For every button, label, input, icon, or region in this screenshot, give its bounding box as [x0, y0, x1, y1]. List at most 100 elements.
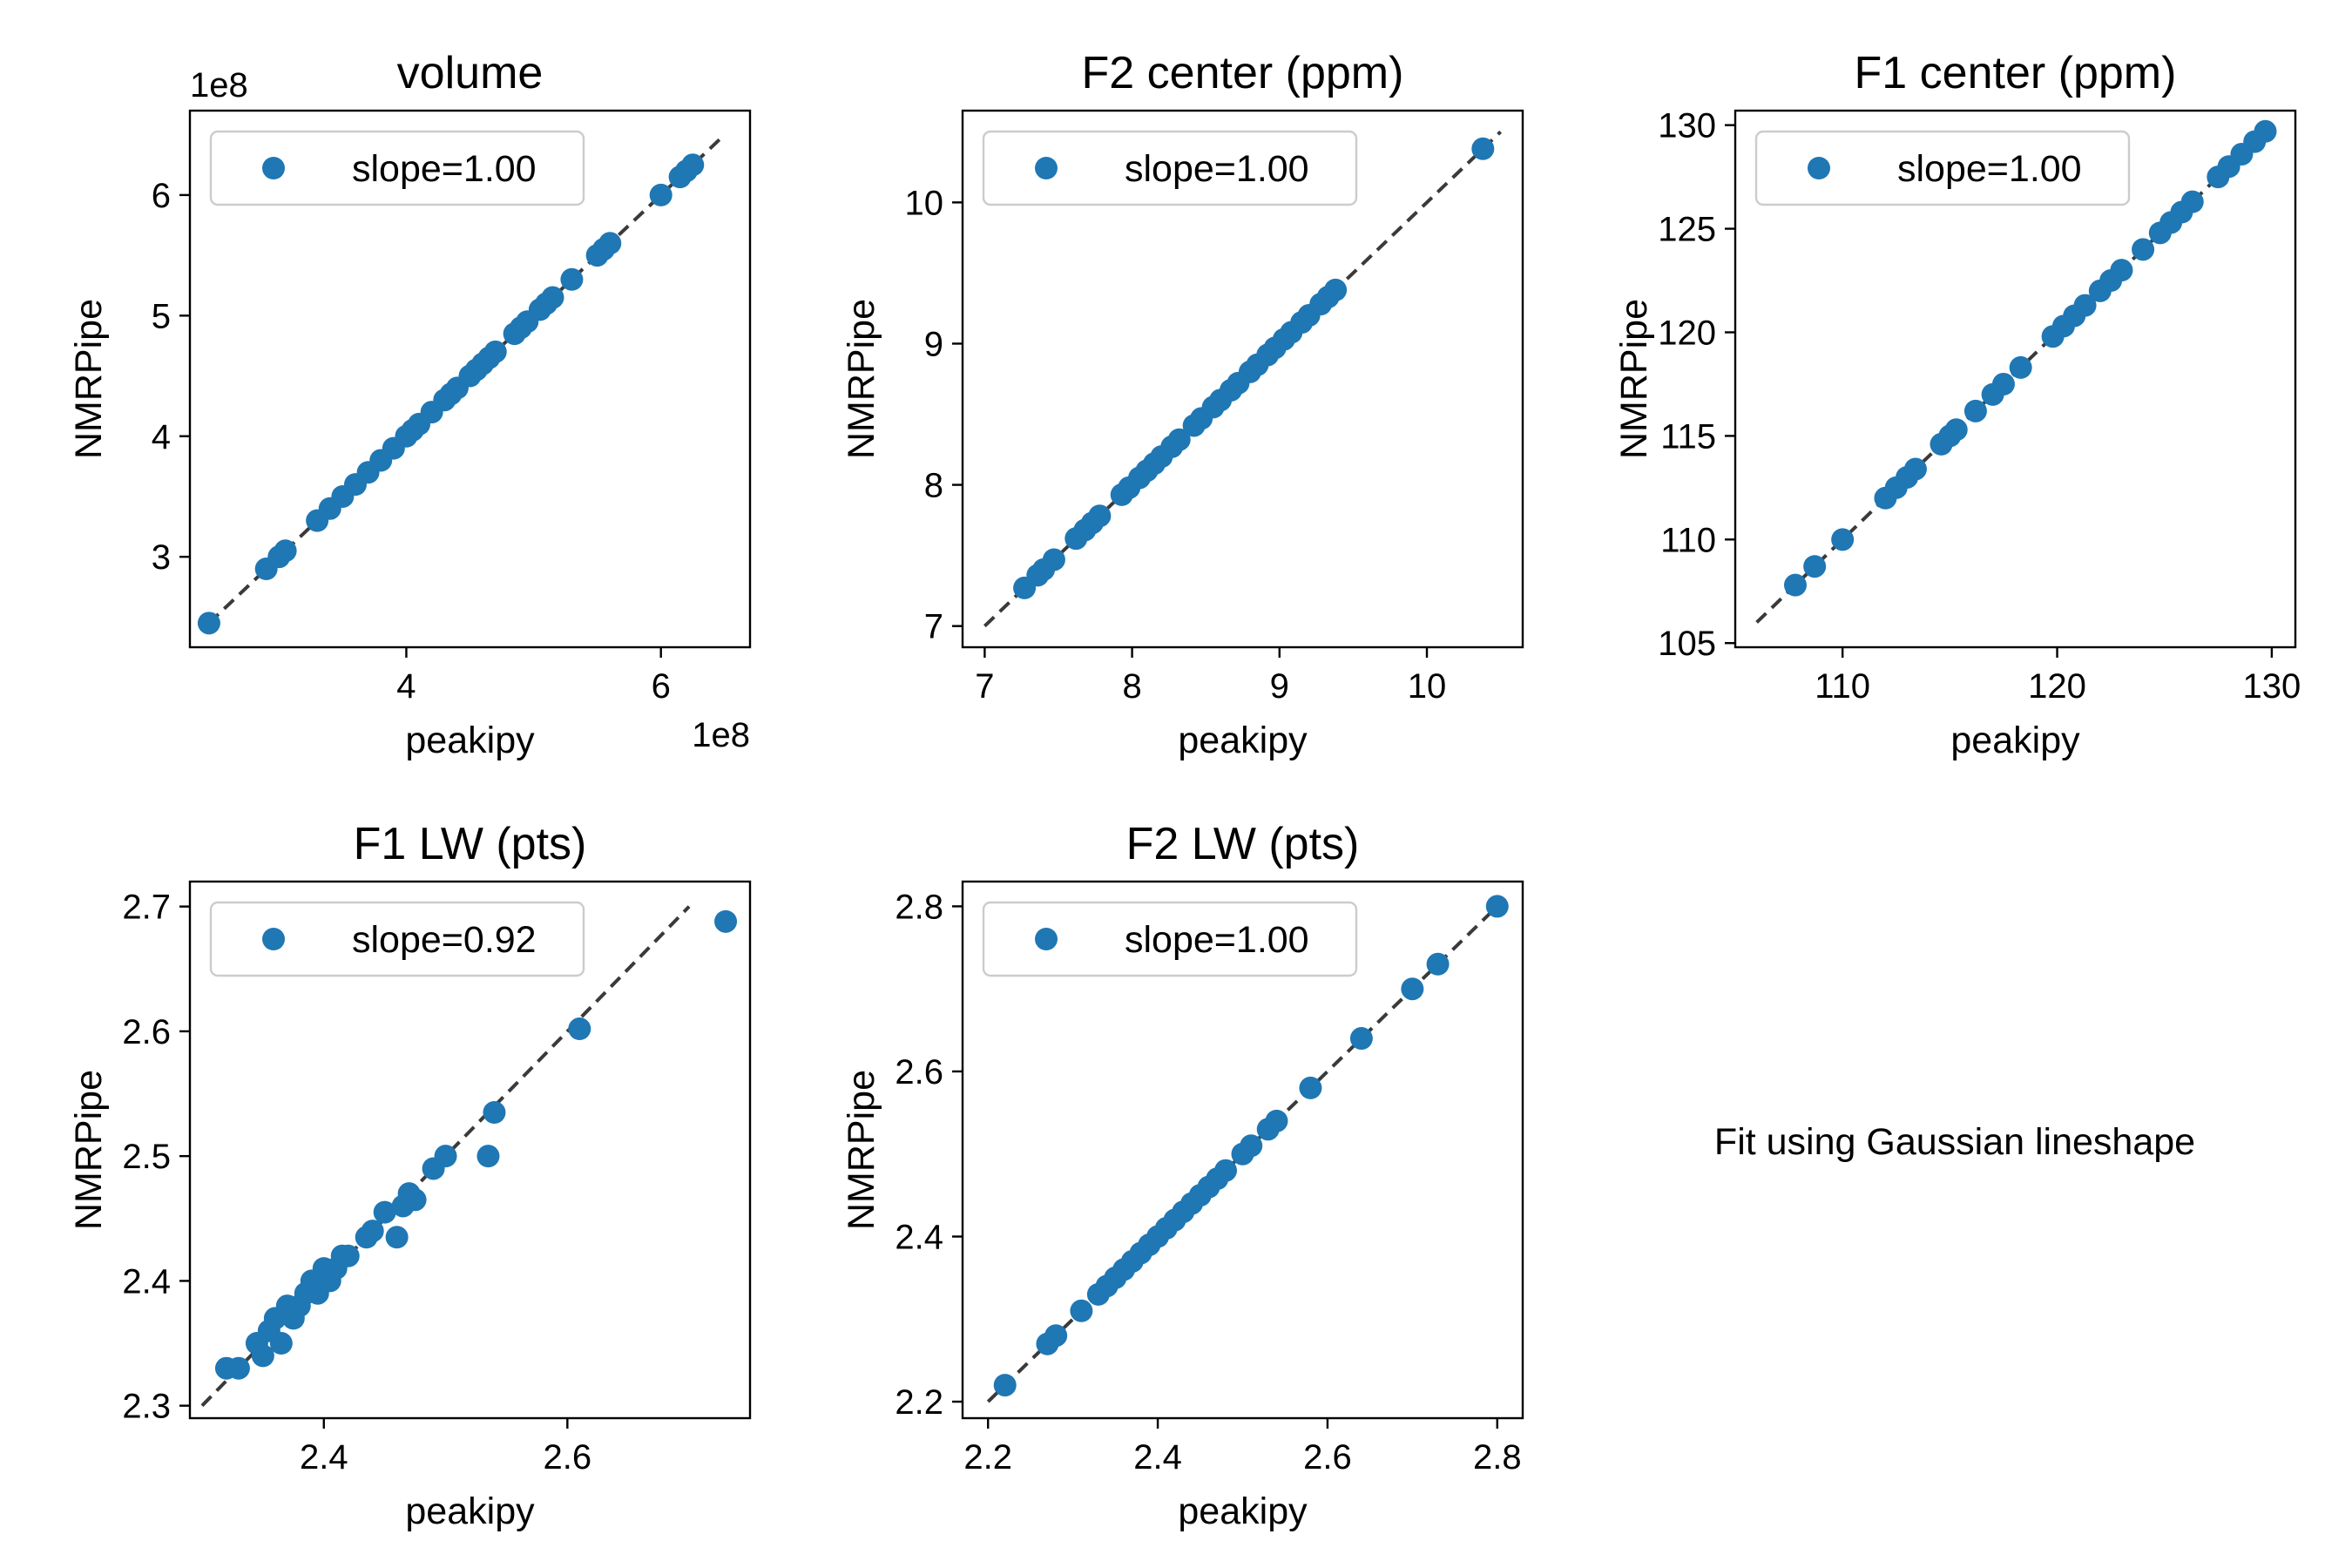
data-point: [541, 286, 564, 309]
x-tick-label: 2.4: [1133, 1438, 1182, 1477]
legend: slope=1.00: [982, 130, 1358, 206]
y-tick-label: 2.7: [122, 889, 171, 927]
data-point: [714, 909, 738, 933]
data-point: [226, 1356, 250, 1380]
x-tick-label: 2.4: [300, 1438, 348, 1477]
axes-frame: [961, 109, 1524, 649]
legend-marker: [262, 157, 285, 179]
x-tick-label: 130: [2243, 667, 2301, 706]
y-axis-label: NMRPipe: [68, 1070, 110, 1230]
figure-note: Fit using Gaussian lineshape: [1714, 1121, 2195, 1163]
y-offset-label: 1e8: [190, 66, 248, 105]
data-point: [2110, 259, 2133, 282]
legend-box: [209, 130, 585, 206]
data-point: [1265, 1109, 1288, 1132]
data-point: [197, 612, 220, 635]
legend-box: [982, 901, 1358, 977]
data-point: [483, 340, 507, 363]
data-point: [1963, 399, 1987, 422]
data-point: [1485, 895, 1509, 918]
panels-group: 4 6 3 4 5 6 volume peakipy NMRPipe 1e8 1e8 slope=1.…: [68, 48, 2301, 1532]
data-point: [2254, 119, 2277, 143]
legend-marker: [1808, 157, 1830, 179]
data-point: [1803, 555, 1827, 578]
x-tick-label: 2.8: [1473, 1438, 1522, 1477]
y-tick-label: 2.6: [895, 1053, 943, 1092]
data-point: [269, 1332, 293, 1355]
y-tick-label: 105: [1658, 625, 1716, 663]
x-tick-label: 2.6: [1303, 1438, 1352, 1477]
y-tick-label: 3: [152, 538, 171, 577]
data-point: [336, 1244, 360, 1267]
axes-frame: [1734, 109, 2297, 649]
identity-line: [207, 133, 727, 625]
y-tick-label: 115: [1660, 417, 1716, 456]
legend-marker: [1035, 157, 1058, 179]
x-offset-label: 1e8: [692, 716, 750, 754]
y-tick-label: 7: [924, 608, 943, 646]
x-tick-label: 110: [1815, 667, 1870, 706]
data-point: [361, 1220, 384, 1243]
data-point: [2180, 190, 2204, 213]
data-point: [649, 183, 672, 206]
data-point: [434, 1145, 457, 1168]
data-point: [1991, 372, 2015, 395]
y-tick-label: 130: [1658, 107, 1716, 145]
data-point: [1167, 428, 1191, 451]
x-tick-label: 4: [396, 667, 416, 706]
legend: slope=0.92: [209, 901, 585, 977]
legend: slope=1.00: [209, 130, 585, 206]
data-point: [483, 1101, 506, 1125]
chart-panel-4: 2.4 2.6 2.3 2.4 2.5 2.6 2.7 F1 LW (pts) peakipy N…: [68, 819, 752, 1532]
chart-panel-2: 7 8 9 10 7 8 9 10 F2 center (ppm) peakipy NMRPipe s…: [841, 48, 1524, 761]
chart-title: F2 LW (pts): [1126, 819, 1360, 869]
x-axis-label: peakipy: [1178, 1490, 1308, 1532]
legend-marker: [262, 928, 285, 950]
data-point: [1240, 1134, 1263, 1158]
data-point: [1088, 504, 1112, 528]
chart-panel-3: 110 120 130 105 110 115 120 125 130 F1 center (pp…: [1613, 48, 2301, 761]
x-tick-label: 7: [975, 667, 994, 706]
y-tick-label: 2.4: [895, 1219, 943, 1257]
legend-box: [982, 130, 1358, 206]
data-point: [1324, 278, 1348, 301]
y-tick-label: 2.6: [122, 1013, 171, 1051]
x-tick-label: 10: [1408, 667, 1447, 706]
legend-label: slope=1.00: [352, 148, 537, 190]
legend-box: [209, 901, 585, 977]
legend-label: slope=1.00: [1125, 148, 1309, 190]
data-point: [1944, 418, 1968, 442]
y-tick-label: 2.4: [122, 1262, 171, 1301]
legend: slope=1.00: [1754, 130, 2131, 206]
chart-panel-5: 2.2 2.4 2.6 2.8 2.2 2.4 2.6 2.8 F2 LW (pts) peaki…: [841, 819, 1524, 1532]
data-point: [476, 1145, 500, 1168]
legend-box: [1754, 130, 2131, 206]
data-point: [1783, 573, 1807, 597]
y-axis-label: NMRPipe: [841, 1070, 882, 1230]
data-point: [1299, 1076, 1322, 1099]
x-axis-label: peakipy: [405, 1490, 535, 1532]
y-axis-label: NMRPipe: [841, 299, 882, 459]
y-tick-label: 110: [1660, 521, 1716, 559]
data-point: [598, 232, 622, 255]
y-tick-label: 2.2: [895, 1383, 943, 1422]
y-tick-label: 9: [924, 325, 943, 363]
data-point: [560, 267, 584, 291]
y-tick-label: 2.8: [895, 888, 943, 926]
data-point: [1831, 528, 1855, 551]
data-point: [568, 1017, 591, 1041]
data-point: [373, 1200, 396, 1224]
x-axis-label: peakipy: [405, 720, 535, 761]
axes-frame: [188, 880, 752, 1420]
x-tick-label: 6: [652, 667, 671, 706]
data-point: [403, 1188, 427, 1212]
y-tick-label: 8: [924, 467, 943, 505]
x-tick-label: 9: [1270, 667, 1289, 706]
data-point: [1042, 548, 1065, 571]
y-axis-label: NMRPipe: [68, 299, 110, 459]
x-tick-label: 2.2: [963, 1438, 1012, 1477]
data-point: [1401, 977, 1424, 1001]
legend-label: slope=0.92: [352, 919, 537, 961]
x-axis-label: peakipy: [1950, 720, 2080, 761]
chart-panel-1: 4 6 3 4 5 6 volume peakipy NMRPipe 1e8 1e8 slope=1.…: [68, 48, 752, 761]
